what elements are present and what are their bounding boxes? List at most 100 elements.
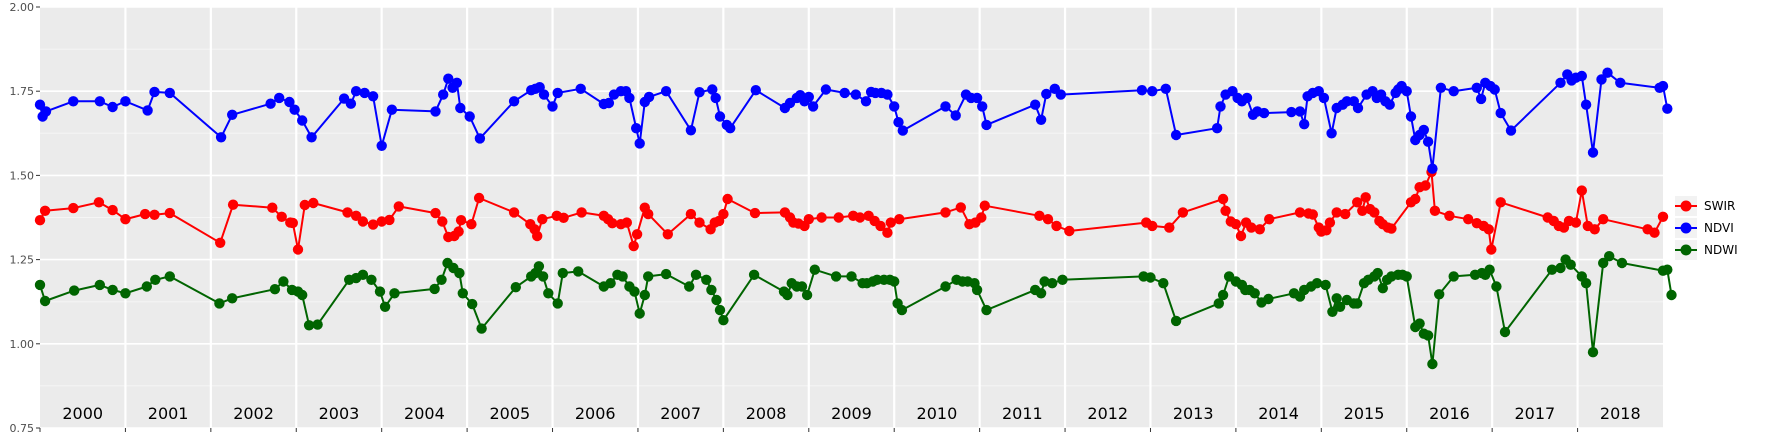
data-point bbox=[1164, 222, 1175, 233]
year-label: 2011 bbox=[1002, 404, 1043, 423]
legend: SWIR NDVI NDWI bbox=[1675, 196, 1738, 260]
series-layer bbox=[34, 67, 1677, 370]
data-point bbox=[1318, 92, 1330, 104]
data-point bbox=[643, 208, 654, 220]
data-point bbox=[1580, 278, 1592, 289]
data-point bbox=[714, 111, 726, 122]
data-point bbox=[1331, 207, 1342, 218]
data-point bbox=[573, 266, 584, 277]
data-point bbox=[1604, 251, 1615, 262]
data-point bbox=[68, 202, 79, 214]
year-label: 2009 bbox=[831, 404, 872, 423]
data-point bbox=[467, 298, 478, 310]
data-point bbox=[1475, 93, 1487, 105]
data-point bbox=[854, 212, 866, 223]
data-point bbox=[1030, 99, 1041, 110]
data-point bbox=[1495, 197, 1506, 208]
series-ndvi bbox=[34, 67, 1673, 174]
data-point bbox=[367, 219, 379, 230]
data-point bbox=[1369, 207, 1380, 218]
data-point bbox=[750, 85, 761, 96]
data-point bbox=[1448, 86, 1459, 97]
data-point bbox=[552, 298, 563, 309]
y-axis: 0.75 1.00 1.25 1.50 1.75 2.00 bbox=[10, 1, 40, 435]
data-point bbox=[809, 264, 820, 275]
data-point bbox=[893, 117, 904, 128]
data-point bbox=[1249, 288, 1260, 299]
data-point bbox=[1505, 125, 1517, 136]
year-label: 2008 bbox=[746, 404, 787, 423]
data-point bbox=[882, 227, 893, 238]
data-point bbox=[164, 207, 175, 219]
data-point bbox=[1489, 84, 1500, 95]
data-point bbox=[1587, 147, 1599, 158]
data-point bbox=[1147, 86, 1158, 97]
y-tick-label: 2.00 bbox=[10, 1, 35, 14]
legend-key-marker bbox=[1680, 244, 1692, 256]
data-point bbox=[1055, 89, 1067, 100]
data-point bbox=[1422, 330, 1434, 341]
data-point bbox=[120, 288, 131, 299]
data-point bbox=[1294, 207, 1306, 218]
data-point bbox=[690, 269, 702, 280]
data-point bbox=[1360, 192, 1371, 203]
data-point bbox=[1145, 272, 1156, 283]
data-point bbox=[93, 197, 105, 208]
data-point bbox=[1484, 264, 1495, 275]
data-point bbox=[1170, 315, 1182, 327]
data-point bbox=[940, 281, 951, 292]
data-point bbox=[164, 87, 175, 99]
data-point bbox=[1555, 262, 1566, 274]
data-point bbox=[685, 208, 697, 220]
data-point bbox=[141, 281, 152, 292]
data-point bbox=[1576, 185, 1588, 196]
data-point bbox=[451, 77, 463, 89]
data-point bbox=[1136, 85, 1148, 96]
year-labels: 2000 2001 2002 2003 2004 2005 2006 2007 2008 2009… bbox=[62, 404, 1640, 423]
data-point bbox=[547, 101, 558, 112]
data-point bbox=[1211, 123, 1223, 134]
data-point bbox=[508, 207, 520, 218]
data-point bbox=[345, 98, 357, 109]
year-label: 2010 bbox=[917, 404, 958, 423]
data-point bbox=[1307, 209, 1319, 220]
data-point bbox=[1064, 225, 1075, 237]
data-point bbox=[662, 229, 673, 240]
data-point bbox=[1263, 293, 1274, 305]
data-point bbox=[443, 73, 454, 84]
data-point bbox=[227, 199, 239, 210]
data-point bbox=[1258, 107, 1270, 119]
data-point bbox=[971, 92, 983, 104]
data-point bbox=[1334, 301, 1346, 312]
data-point bbox=[634, 308, 645, 319]
data-point bbox=[1264, 214, 1275, 225]
data-point bbox=[1662, 264, 1673, 275]
data-point bbox=[603, 97, 615, 109]
data-point bbox=[846, 271, 857, 282]
data-point bbox=[722, 193, 733, 205]
data-point bbox=[1427, 358, 1438, 370]
data-point bbox=[1311, 278, 1323, 289]
data-point bbox=[552, 87, 563, 99]
data-point bbox=[437, 216, 448, 227]
data-point bbox=[639, 289, 650, 301]
data-point bbox=[508, 96, 520, 107]
data-point bbox=[1463, 214, 1474, 225]
data-point bbox=[807, 101, 819, 112]
legend-label: NDWI bbox=[1704, 243, 1738, 257]
data-point bbox=[1386, 223, 1397, 234]
data-point bbox=[1241, 92, 1253, 104]
year-label: 2014 bbox=[1258, 404, 1299, 423]
data-point bbox=[142, 105, 153, 116]
data-point bbox=[624, 92, 635, 104]
data-point bbox=[685, 125, 697, 136]
data-point bbox=[1448, 271, 1459, 282]
data-point bbox=[1580, 99, 1592, 110]
data-point bbox=[1615, 77, 1626, 89]
legend-label: NDVI bbox=[1704, 221, 1734, 235]
data-point bbox=[139, 208, 151, 220]
data-point bbox=[803, 214, 814, 225]
data-point bbox=[684, 281, 695, 292]
data-point bbox=[1177, 207, 1189, 218]
data-point bbox=[292, 244, 304, 255]
